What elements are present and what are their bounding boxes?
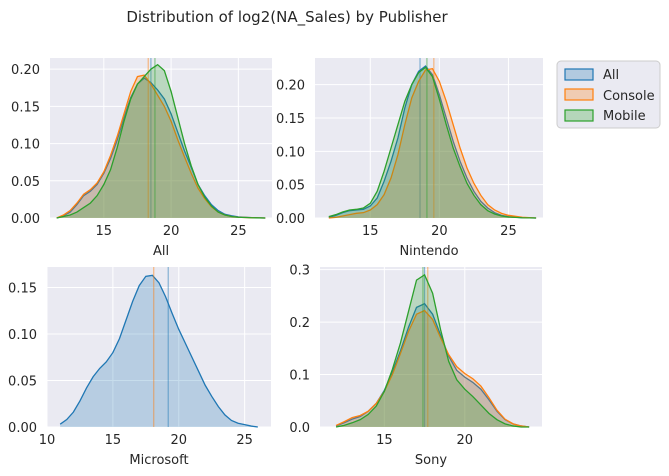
- x-tick-label: 15: [362, 224, 379, 239]
- kde-line: [56, 77, 266, 219]
- legend-item: All: [564, 68, 619, 83]
- x-tick-label: 20: [163, 224, 180, 239]
- x-tick-label: 15: [376, 433, 393, 448]
- y-tick-label: 0.10: [11, 138, 40, 153]
- series-mobile: [328, 58, 537, 219]
- kde-line: [335, 273, 530, 428]
- y-tick-label: 0.05: [276, 179, 305, 194]
- legend-frame: [556, 60, 661, 129]
- kde-fill: [336, 303, 530, 427]
- kde-line: [328, 65, 537, 219]
- kde-line: [328, 67, 537, 219]
- y-tick-label: 0.15: [276, 112, 305, 127]
- y-tick-label: 0.05: [8, 374, 37, 389]
- subplot-grid: 15 20 25 0.00 0.05 0.10 0.15 0.20 All 15 20 25 0.00 0…: [8, 58, 543, 468]
- series-all: [328, 58, 537, 219]
- figure-title: Distribution of log2(NA_Sales) by Publis…: [126, 8, 448, 27]
- kde-fill: [328, 66, 537, 218]
- y-tick-label: 0.00: [11, 212, 40, 227]
- x-tick-label: 10: [39, 433, 56, 448]
- y-tick-label: 0.3: [289, 264, 310, 279]
- series-all: [59, 274, 258, 428]
- kde-fill: [336, 274, 530, 427]
- y-tick-label: 0.10: [8, 328, 37, 343]
- legend-item: Mobile: [564, 109, 646, 124]
- x-axis-label: All: [153, 244, 169, 259]
- y-tick-label: 0.00: [8, 421, 37, 436]
- kde-fill: [328, 67, 537, 218]
- series-mobile: [335, 267, 530, 428]
- y-tick-label: 0.2: [289, 316, 310, 331]
- kde-line: [59, 274, 258, 428]
- kde-fill: [56, 78, 266, 218]
- series-console: [335, 267, 530, 428]
- x-axis-label: Nintendo: [399, 244, 458, 259]
- subplot-microsoft: 10 15 20 25 0.00 0.05 0.10 0.15 Microsoft: [8, 267, 271, 468]
- y-tick-label: 0.0: [289, 421, 310, 436]
- kde-line: [335, 309, 530, 428]
- legend-label-all: All: [603, 68, 619, 83]
- y-tick-label: 0.10: [276, 145, 305, 160]
- subplot-all: 15 20 25 0.00 0.05 0.10 0.15 0.20 All: [11, 58, 272, 259]
- subplot-sony: 15 20 0.0 0.1 0.2 0.3 Sony: [289, 264, 542, 468]
- x-tick-label: 25: [230, 224, 247, 239]
- plot-area: [47, 267, 271, 427]
- y-tick-label: 0.05: [11, 175, 40, 190]
- kde-fill: [336, 310, 530, 427]
- kde-fill: [56, 64, 266, 218]
- x-tick-label: 25: [500, 224, 517, 239]
- subplot-nintendo: 15 20 25 0.00 0.05 0.10 0.15 0.20 Nintendo: [276, 58, 543, 259]
- kde-line: [328, 66, 537, 219]
- kde-line: [56, 63, 266, 219]
- kde-fill: [328, 68, 537, 218]
- legend-item: Console: [564, 88, 655, 104]
- x-axis-label: Microsoft: [129, 453, 188, 468]
- x-axis-label: Sony: [415, 453, 447, 468]
- x-tick-label: 20: [431, 224, 448, 239]
- x-tick-label: 20: [170, 433, 187, 448]
- legend: All Console Mobile: [556, 60, 661, 129]
- y-tick-label: 0.1: [289, 369, 310, 384]
- y-tick-label: 0.00: [276, 212, 305, 227]
- x-tick-label: 15: [105, 433, 122, 448]
- x-tick-label: 25: [236, 433, 253, 448]
- kde-fill: [56, 75, 266, 219]
- legend-label-mobile: Mobile: [603, 109, 646, 124]
- y-tick-label: 0.15: [8, 281, 37, 296]
- series-mobile: [56, 58, 266, 219]
- kde-fill: [60, 275, 258, 427]
- plot-area: [320, 267, 542, 427]
- x-tick-label: 15: [96, 224, 113, 239]
- legend-swatch-mobile: [564, 109, 594, 122]
- legend-swatch-all: [564, 68, 594, 81]
- legend-swatch-console: [564, 88, 594, 101]
- series-console: [328, 58, 537, 219]
- legend-label-console: Console: [603, 89, 655, 104]
- y-tick-label: 0.15: [11, 100, 40, 115]
- y-tick-label: 0.20: [11, 63, 40, 78]
- x-tick-label: 20: [457, 433, 474, 448]
- y-tick-label: 0.20: [276, 79, 305, 94]
